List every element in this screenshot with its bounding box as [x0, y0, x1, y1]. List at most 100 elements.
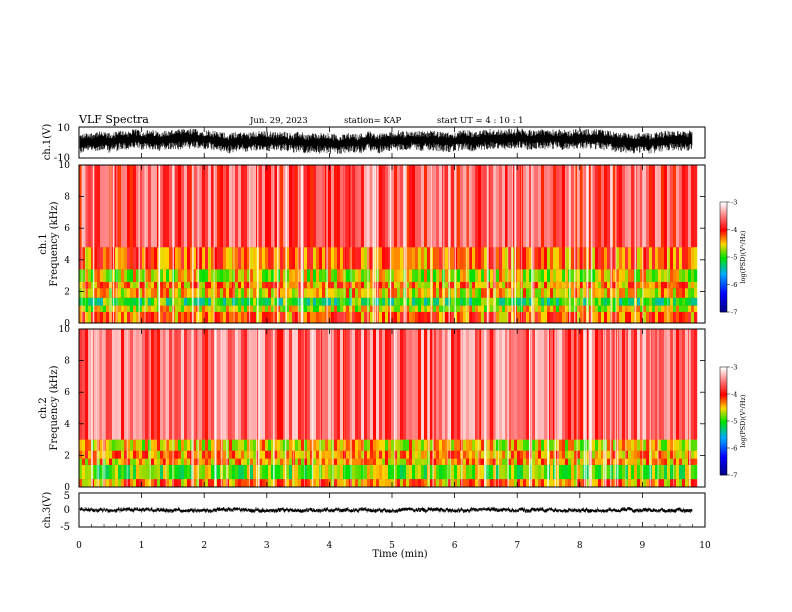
- spectrogram-cell: [145, 464, 149, 480]
- spectrogram-cell: [238, 311, 242, 323]
- spectrogram-cell: [562, 329, 566, 440]
- spectrogram-cell: [571, 479, 575, 487]
- spectrogram-cell: [133, 479, 137, 487]
- spectrogram-cell: [637, 311, 641, 323]
- spectrogram-cell: [121, 479, 125, 487]
- spectrogram-cell: [277, 297, 281, 306]
- spectrogram-cell: [595, 479, 599, 487]
- spectrogram-cell: [391, 269, 395, 282]
- spectrogram-cell: [346, 479, 350, 487]
- spectrogram-cell: [457, 311, 461, 323]
- spectrogram-cell: [79, 247, 83, 270]
- spectrogram-streak: [493, 165, 494, 323]
- spectrogram-cell: [466, 439, 470, 451]
- spectrogram-cell: [265, 305, 269, 312]
- spectrogram-cell: [130, 311, 134, 323]
- spectrogram-cell: [97, 165, 101, 248]
- spectrogram-cell: [175, 329, 179, 440]
- spectrogram-cell: [109, 450, 113, 459]
- spectrogram-cell: [130, 281, 134, 289]
- spectrogram-cell: [79, 311, 83, 323]
- spectrogram-cell: [337, 165, 341, 248]
- spectrogram-cell: [526, 165, 530, 248]
- spectrogram-cell: [355, 305, 359, 312]
- spectrogram-cell: [199, 458, 203, 465]
- spectrogram-cell: [412, 450, 416, 459]
- spectrogram-cell: [508, 165, 512, 248]
- spectrogram-cell: [364, 464, 368, 480]
- spectrogram-cell: [688, 165, 692, 248]
- spectrogram-cell: [142, 165, 146, 248]
- spectrogram-cell: [694, 311, 698, 323]
- spectrogram-cell: [220, 165, 224, 248]
- spectrogram-cell: [574, 450, 578, 459]
- spectrogram-cell: [466, 269, 470, 282]
- colorbar-segment: [720, 385, 727, 388]
- spectrogram-cell: [613, 288, 617, 298]
- spectrogram-cell: [640, 247, 644, 270]
- spectrogram-cell: [592, 479, 596, 487]
- spectrogram-cell: [526, 329, 530, 440]
- spectrogram-cell: [349, 247, 353, 270]
- spectrogram-cell: [133, 247, 137, 270]
- spectrogram-cell: [631, 458, 635, 465]
- spectrogram-cell: [694, 269, 698, 282]
- spectrogram-cell: [364, 288, 368, 298]
- spectrogram-cell: [205, 165, 209, 248]
- y-tick-label: 2: [64, 287, 70, 297]
- spectrogram-cell: [613, 439, 617, 451]
- spectrogram-cell: [445, 297, 449, 306]
- header-date: Jun. 29, 2023: [249, 116, 308, 126]
- spectrogram-cell: [655, 458, 659, 465]
- spectrogram-cell: [367, 281, 371, 289]
- spectrogram-cell: [667, 247, 671, 270]
- spectrogram-cell: [667, 269, 671, 282]
- spectrogram-cell: [640, 458, 644, 465]
- spectrogram-cell: [673, 305, 677, 312]
- spectrogram-cell: [499, 165, 503, 248]
- spectrogram-cell: [574, 464, 578, 480]
- spectrogram-cell: [292, 305, 296, 312]
- spectrogram-cell: [154, 311, 158, 323]
- spectrogram-cell: [628, 458, 632, 465]
- spectrogram-cell: [340, 450, 344, 459]
- spectrogram-cell: [202, 458, 206, 465]
- spectrogram-cell: [685, 439, 689, 451]
- spectrogram-cell: [634, 458, 638, 465]
- spectrogram-cell: [436, 464, 440, 480]
- spectrogram-cell: [571, 288, 575, 298]
- spectrogram-cell: [607, 288, 611, 298]
- spectrogram-cell: [481, 269, 485, 282]
- spectrogram-cell: [625, 311, 629, 323]
- spectrogram-cell: [547, 281, 551, 289]
- spectrogram-cell: [391, 464, 395, 480]
- spectrogram-cell: [334, 165, 338, 248]
- spectrogram-cell: [79, 439, 83, 451]
- spectrogram-cell: [397, 281, 401, 289]
- spectrogram-cell: [397, 458, 401, 465]
- spectrogram-cell: [97, 288, 101, 298]
- spectrogram-cell: [337, 479, 341, 487]
- spectrogram-cell: [511, 450, 515, 459]
- spectrogram-cell: [529, 281, 533, 289]
- spectrogram-cell: [187, 458, 191, 465]
- spectrogram-cell: [328, 450, 332, 459]
- spectrogram-cell: [445, 479, 449, 487]
- spectrogram-cell: [541, 165, 545, 248]
- spectrogram-cell: [496, 297, 500, 306]
- spectrogram-cell: [118, 458, 122, 465]
- spectrogram-cell: [583, 247, 587, 270]
- spectrogram-cell: [211, 288, 215, 298]
- spectrogram-streak: [642, 329, 644, 487]
- spectrogram-cell: [232, 458, 236, 465]
- spectrogram-cell: [328, 288, 332, 298]
- spectrogram-cell: [493, 439, 497, 451]
- spectrogram-cell: [673, 281, 677, 289]
- spectrogram-cell: [79, 305, 83, 312]
- spectrogram-cell: [370, 329, 374, 440]
- spectrogram-cell: [562, 288, 566, 298]
- spectrogram-cell: [493, 450, 497, 459]
- spectrogram-cell: [130, 439, 134, 451]
- spectrogram-cell: [673, 439, 677, 451]
- spectrogram-cell: [481, 479, 485, 487]
